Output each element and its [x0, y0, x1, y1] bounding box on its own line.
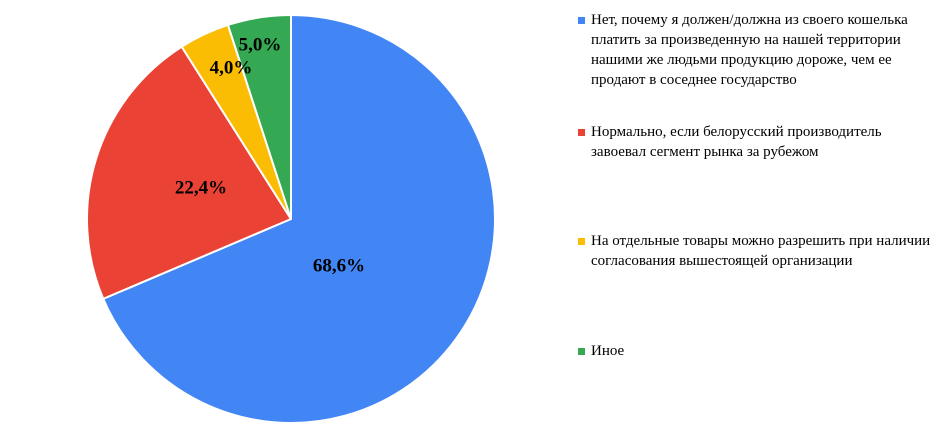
- legend-swatch-partial: [578, 238, 585, 245]
- pie-slice-no: [102, 14, 496, 424]
- legend-swatch-other: [578, 348, 585, 355]
- legend-swatch-normal: [578, 129, 585, 136]
- pie-value-label-other: 5,0%: [239, 35, 282, 56]
- legend-label-other: Иное: [591, 343, 625, 359]
- pie-value-label-no: 68,6%: [313, 256, 365, 277]
- legend: Нет, почему я должен/должна из своего ко…: [578, 10, 940, 430]
- legend-item-other: Иное: [578, 341, 940, 361]
- legend-item-normal: Нормально, если белорусский производител…: [578, 122, 940, 162]
- pie-value-labels: 68,6% 22,4% 4,0%5,0%: [175, 35, 365, 277]
- pie-slice-other: [226, 14, 292, 220]
- pie-slice-normal: [86, 45, 292, 300]
- legend-label-normal: Нормально, если белорусский производител…: [591, 124, 882, 160]
- legend-label-partial: На отдельные товары можно разрешить при …: [591, 233, 931, 269]
- legend-item-partial: На отдельные товары можно разрешить при …: [578, 231, 940, 271]
- pie-slices: [86, 14, 496, 424]
- legend-label-no: Нет, почему я должен/должна из своего ко…: [591, 12, 908, 88]
- legend-swatch-no: [578, 17, 585, 24]
- pie-value-label-partial: 4,0%: [210, 58, 253, 79]
- pie-value-label-normal: 22,4%: [175, 178, 227, 199]
- legend-item-no: Нет, почему я должен/должна из своего ко…: [578, 10, 940, 90]
